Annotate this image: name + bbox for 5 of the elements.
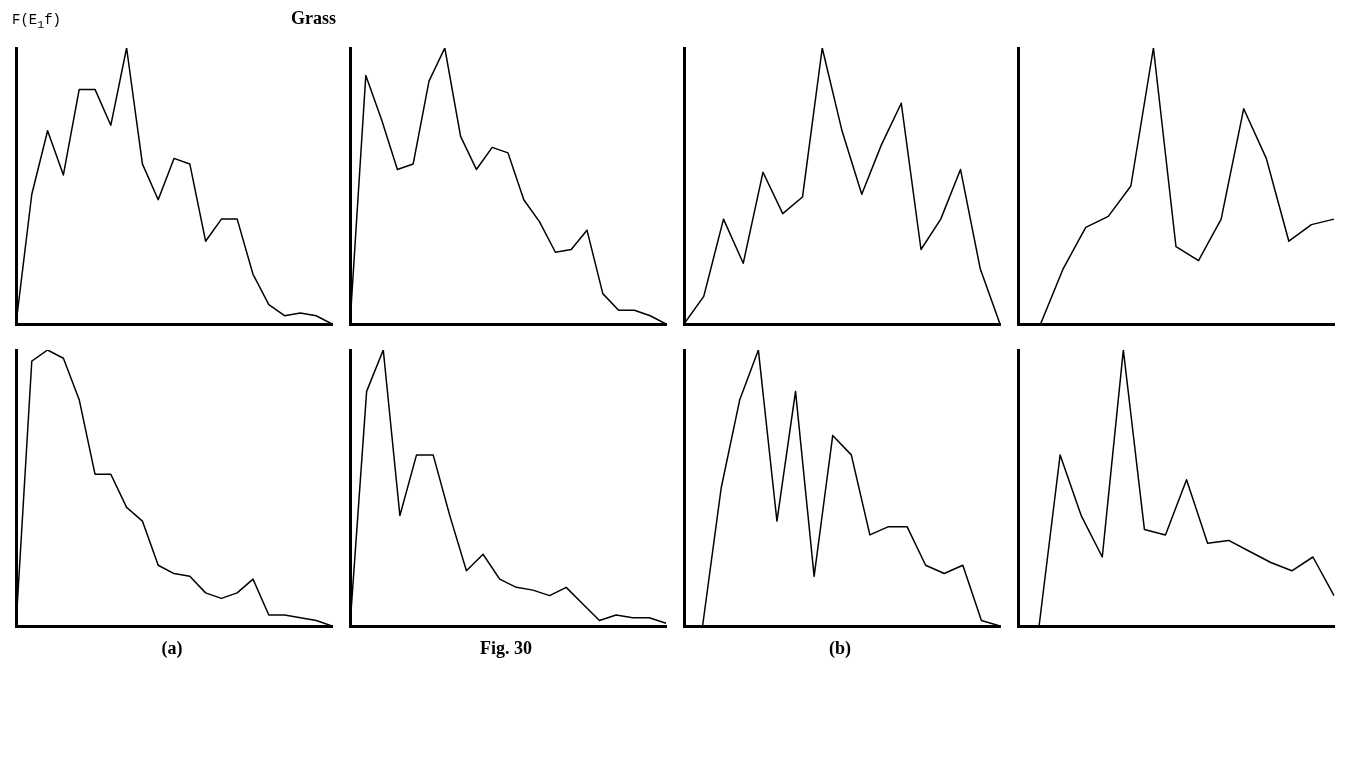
y-axis-title: F(E$_{1}$f) [12,12,62,32]
chart-title: Grass [291,8,336,29]
caption: Fig. 30 [479,638,533,659]
text: (a) [160,638,184,659]
text: (b) [828,638,852,659]
